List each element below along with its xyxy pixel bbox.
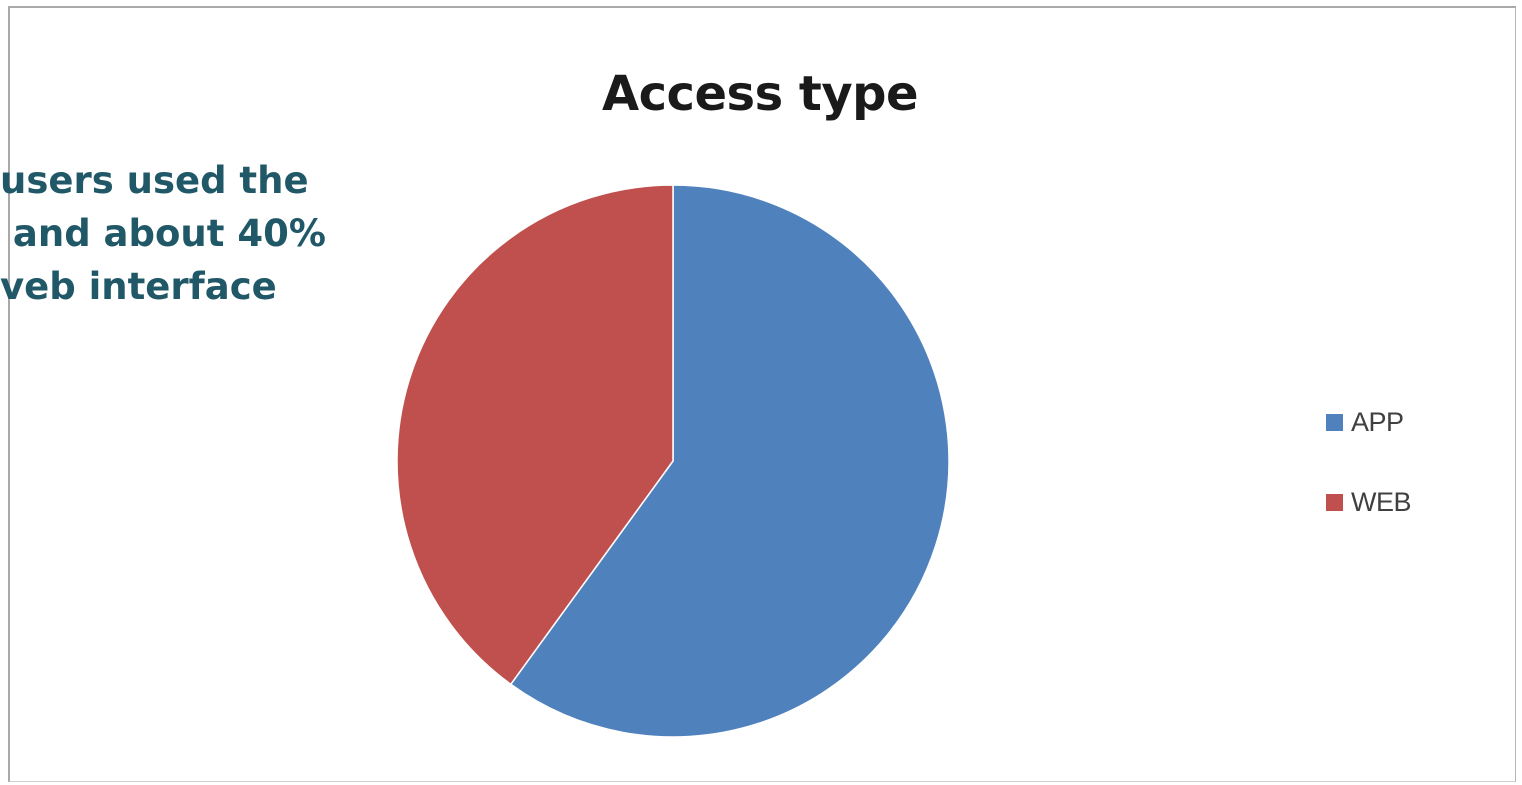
- overlay-caption: users used the and about 40% veb interfac…: [0, 154, 326, 313]
- overlay-caption-line-3: veb interface: [0, 265, 277, 308]
- overlay-caption-line-2: and about 40%: [0, 212, 326, 255]
- chart-legend: APP WEB: [1326, 402, 1486, 562]
- legend-item-app: APP: [1326, 402, 1486, 442]
- pie-slice-app: [509, 184, 950, 738]
- chart-title: Access type: [601, 66, 919, 122]
- legend-label-web: WEB: [1351, 486, 1412, 517]
- legend-swatch-app: [1326, 413, 1343, 431]
- overlay-caption-line-1: users used the: [0, 159, 309, 202]
- pie-slice-web: [396, 184, 674, 686]
- legend-label-app: APP: [1351, 406, 1404, 437]
- legend-swatch-web: [1326, 493, 1343, 511]
- legend-item-web: WEB: [1326, 482, 1486, 522]
